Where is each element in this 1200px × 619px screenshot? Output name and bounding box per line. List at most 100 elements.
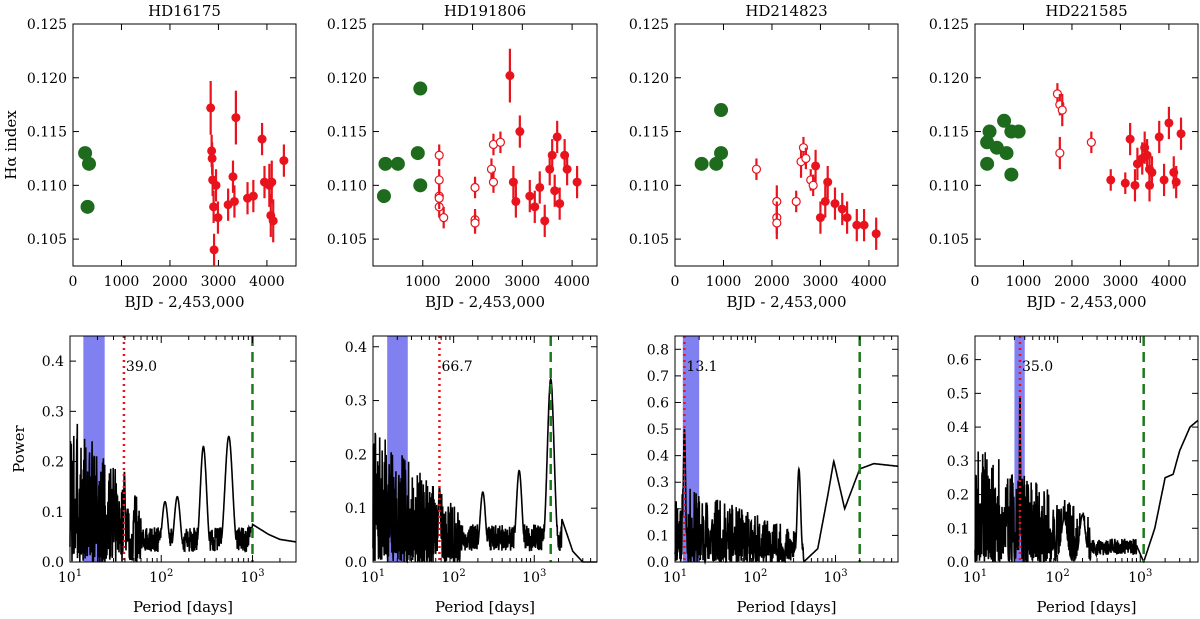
chart-title: HD191806 (444, 2, 526, 20)
x-tick-label: 1000 (1006, 274, 1042, 290)
data-point (1057, 105, 1067, 115)
x-tick-label: 102 (149, 568, 173, 586)
data-point (515, 127, 525, 137)
x-tick-label: 1000 (104, 274, 140, 290)
x-tick-label: 2000 (455, 274, 491, 290)
data-point (820, 196, 830, 206)
data-point (1154, 132, 1164, 142)
data-point (434, 175, 444, 185)
data-point (1164, 118, 1174, 128)
y-tick-label: 0.125 (27, 17, 67, 33)
chart-title: HD214823 (745, 2, 827, 20)
y-tick-label: 0.3 (647, 475, 669, 491)
data-point (547, 150, 557, 160)
period-label: 39.0 (126, 359, 157, 375)
plot-frame (72, 23, 297, 267)
y-tick-label: 0.7 (647, 369, 669, 385)
data-point (209, 202, 219, 212)
y-tick-label: 0.3 (947, 454, 969, 470)
x-tick-label: 4000 (249, 274, 285, 290)
x-tick-label: 2000 (754, 274, 790, 290)
data-point (842, 213, 852, 223)
data-point (486, 164, 497, 174)
data-point (206, 103, 216, 113)
data-point (714, 103, 729, 118)
data-point (1125, 134, 1135, 144)
y-tick-label: 0.6 (947, 353, 969, 369)
data-point (390, 156, 405, 171)
plot-frame (69, 335, 297, 563)
y-tick-label: 0.120 (327, 71, 367, 87)
y-tick-label: 0.4 (345, 340, 367, 356)
y-tick-label: 0.125 (629, 17, 669, 33)
x-axis-label: Period [days] (133, 598, 233, 616)
x-tick-label: 102 (442, 568, 466, 586)
data-point (694, 156, 709, 171)
data-point (714, 146, 729, 161)
data-point (80, 199, 95, 214)
period-label: 66.7 (441, 359, 472, 375)
x-tick-label: 103 (522, 568, 546, 586)
data-point (81, 156, 96, 171)
scatter-panel-3: HD214823 0 1000 2000 3000 4000 0.105 0.110 0.115… (629, 2, 899, 311)
data-point (1106, 175, 1116, 185)
data-point (552, 132, 562, 142)
data-point (470, 182, 480, 193)
y-tick-label: 0.120 (929, 71, 969, 87)
data-point (830, 199, 840, 209)
x-tick-label: 1000 (706, 274, 742, 290)
data-point (999, 146, 1014, 161)
data-point (791, 196, 801, 207)
y-tick-label: 0.115 (27, 125, 67, 141)
scatter-panel-4: HD221585 0 1000 2000 3000 4000 0.105 0.110 0.115… (929, 2, 1199, 311)
data-point (540, 216, 550, 226)
data-point (488, 177, 499, 187)
y-tick-label: 0.4 (647, 449, 669, 465)
data-point (470, 218, 480, 228)
data-point (434, 150, 444, 160)
power-curve (372, 377, 597, 564)
data-point (572, 177, 582, 187)
data-point (267, 177, 277, 187)
y-tick-label: 0.125 (327, 17, 367, 33)
data-point (837, 204, 847, 214)
x-tick-label: 2000 (152, 274, 188, 290)
data-point (1130, 180, 1140, 190)
data-point (709, 156, 724, 171)
plot-frame (372, 335, 598, 563)
data-point (1159, 175, 1169, 185)
x-tick-label: 0 (971, 274, 980, 290)
y-tick-label: 0.8 (647, 342, 669, 358)
data-point (530, 202, 540, 212)
data-point (535, 182, 545, 192)
y-tick-label: 0.120 (629, 71, 669, 87)
y-tick-label: 0.115 (327, 125, 367, 141)
x-tick-label: 4000 (554, 274, 590, 290)
data-point (207, 153, 217, 163)
data-point (231, 113, 241, 123)
data-point (1004, 167, 1019, 182)
scatter-panel-2: HD191806 1000 2000 3000 4000 0.105 0.110 0.115 0… (327, 2, 598, 311)
x-tick-label: 2000 (1054, 274, 1090, 290)
y-tick-label: 0.4 (42, 354, 64, 370)
data-point (550, 186, 560, 196)
data-point (1120, 178, 1130, 188)
data-point (434, 193, 444, 203)
chart-title: HD221585 (1045, 2, 1127, 20)
y-tick-label: 0.2 (42, 455, 64, 471)
data-point (439, 213, 449, 223)
x-tick-label: 3000 (803, 274, 839, 290)
data-point (505, 71, 515, 81)
y-tick-label: 0.2 (345, 447, 367, 463)
data-point (871, 229, 881, 239)
data-point (229, 196, 239, 206)
data-point (1055, 148, 1065, 158)
x-tick-label: 102 (1046, 568, 1070, 586)
plot-frame (974, 335, 1199, 563)
y-tick-label: 0.105 (327, 232, 367, 248)
data-point (980, 156, 995, 171)
x-axis-label: Period [days] (435, 598, 535, 616)
